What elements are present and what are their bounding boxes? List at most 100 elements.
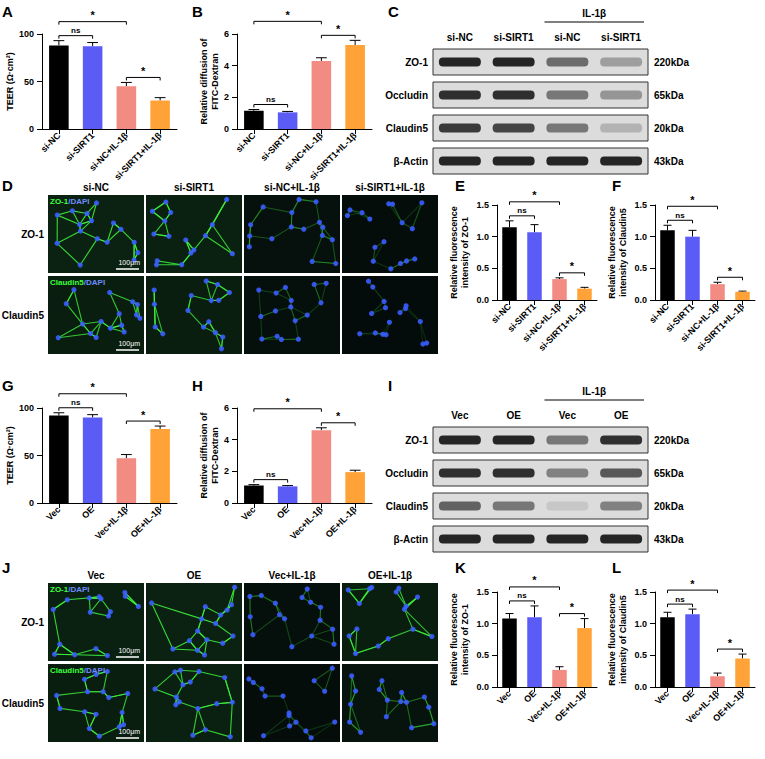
svg-text:/DAPI: /DAPI: [68, 197, 89, 206]
svg-text:/DAPI: /DAPI: [84, 666, 105, 675]
svg-text:Vec: Vec: [239, 504, 257, 522]
svg-text:*: *: [570, 260, 575, 272]
svg-text:0: 0: [29, 124, 34, 134]
svg-text:Vec+IL-1β: Vec+IL-1β: [288, 504, 325, 541]
svg-text:si-NC: si-NC: [234, 130, 258, 154]
svg-text:ns: ns: [675, 211, 685, 220]
svg-text:50: 50: [24, 451, 34, 461]
svg-text:OE+IL-1β: OE+IL-1β: [129, 504, 164, 539]
svg-text:Occludin: Occludin: [385, 468, 428, 479]
svg-text:ZO-1: ZO-1: [405, 57, 428, 68]
svg-text:0: 0: [224, 124, 229, 134]
svg-text:0.0: 0.0: [634, 682, 647, 692]
svg-text:ns: ns: [675, 595, 685, 604]
svg-text:Vec: Vec: [451, 410, 469, 421]
svg-text:Relative diffusion of: Relative diffusion of: [199, 37, 209, 124]
svg-text:Relative fluorescence: Relative fluorescence: [449, 593, 459, 686]
svg-text:*: *: [141, 409, 146, 421]
svg-text:Occludin: Occludin: [385, 90, 428, 101]
svg-text:intensity of Claudin5: intensity of Claudin5: [618, 208, 628, 297]
svg-text:OE+IL-1β: OE+IL-1β: [324, 504, 359, 539]
svg-text:OE+IL-1β: OE+IL-1β: [368, 570, 412, 581]
svg-text:100μm: 100μm: [118, 728, 140, 736]
svg-text:1.0: 1.0: [634, 232, 647, 242]
svg-text:si-SIRT1+IL-1β: si-SIRT1+IL-1β: [112, 130, 164, 182]
svg-text:0.5: 0.5: [634, 263, 647, 273]
svg-text:I: I: [388, 377, 392, 394]
svg-text:si-NC: si-NC: [83, 182, 109, 193]
svg-text:ns: ns: [71, 398, 81, 407]
svg-text:A: A: [2, 3, 13, 20]
svg-text:Vec: Vec: [653, 688, 671, 706]
svg-text:*: *: [728, 637, 733, 649]
svg-text:Relative fluorescence: Relative fluorescence: [607, 206, 617, 299]
svg-text:β-Actin: β-Actin: [394, 156, 428, 167]
svg-text:0.5: 0.5: [634, 650, 647, 660]
svg-text:220kDa: 220kDa: [654, 435, 689, 446]
svg-text:*: *: [532, 189, 537, 201]
svg-text:0: 0: [29, 498, 34, 508]
svg-text:Relative fluorescence: Relative fluorescence: [607, 593, 617, 686]
svg-text:IL-1β: IL-1β: [582, 386, 606, 397]
svg-text:ns: ns: [517, 591, 527, 600]
svg-text:L: L: [612, 559, 621, 576]
svg-text:si-SIRT1: si-SIRT1: [259, 130, 291, 162]
svg-text:*: *: [336, 23, 341, 35]
svg-text:Claudin5: Claudin5: [386, 501, 429, 512]
svg-text:Relative fluorescence: Relative fluorescence: [449, 206, 459, 299]
svg-text:50: 50: [24, 77, 34, 87]
svg-text:65kDa: 65kDa: [654, 468, 684, 479]
svg-text:si-SIRT1: si-SIRT1: [601, 32, 641, 43]
svg-text:Vec+IL-1β: Vec+IL-1β: [269, 570, 316, 581]
svg-text:Claudin5: Claudin5: [50, 666, 84, 675]
svg-text:Vec: Vec: [87, 570, 105, 581]
svg-text:100μm: 100μm: [118, 340, 140, 348]
svg-text:0.0: 0.0: [476, 295, 489, 305]
svg-text:4: 4: [224, 61, 229, 71]
svg-text:OE: OE: [275, 504, 291, 520]
svg-text:OE+IL-1β: OE+IL-1β: [553, 688, 588, 723]
svg-text:ns: ns: [71, 26, 81, 35]
svg-text:100: 100: [19, 29, 34, 39]
svg-text:*: *: [690, 194, 695, 206]
svg-text:B: B: [192, 3, 203, 20]
svg-text:ns: ns: [266, 470, 276, 479]
svg-text:6: 6: [224, 29, 229, 39]
svg-text:6: 6: [224, 403, 229, 413]
svg-text:1.5: 1.5: [476, 587, 489, 597]
svg-text:si-SIRT1+IL-1β: si-SIRT1+IL-1β: [695, 301, 747, 353]
svg-text:100: 100: [19, 403, 34, 413]
svg-text:Vec+IL-1β: Vec+IL-1β: [93, 504, 130, 541]
svg-text:Vec: Vec: [495, 688, 513, 706]
svg-text:220kDa: 220kDa: [654, 57, 689, 68]
svg-text:*: *: [532, 574, 537, 586]
svg-text:C: C: [388, 3, 399, 20]
svg-text:*: *: [141, 65, 146, 77]
svg-text:2: 2: [224, 466, 229, 476]
svg-text:0.0: 0.0: [476, 682, 489, 692]
svg-text:si-NC: si-NC: [39, 130, 63, 154]
svg-text:2: 2: [224, 92, 229, 102]
svg-text:ZO-1: ZO-1: [21, 617, 44, 628]
svg-text:si-NC: si-NC: [447, 32, 473, 43]
svg-text:IL-1β: IL-1β: [582, 8, 606, 19]
svg-text:F: F: [612, 177, 621, 194]
svg-text:*: *: [285, 9, 290, 21]
svg-text:*: *: [570, 601, 575, 613]
svg-text:Relative diffusion of: Relative diffusion of: [199, 411, 209, 498]
svg-text:OE: OE: [187, 570, 202, 581]
svg-text:43kDa: 43kDa: [654, 156, 684, 167]
svg-text:E: E: [455, 177, 465, 194]
svg-text:1.0: 1.0: [476, 619, 489, 629]
svg-text:si-SIRT1: si-SIRT1: [174, 182, 214, 193]
svg-text:Claudin5: Claudin5: [50, 278, 84, 287]
svg-text:ZO-1: ZO-1: [21, 229, 44, 240]
svg-text:ZO-1: ZO-1: [50, 585, 69, 594]
svg-text:si-NC+IL-1β: si-NC+IL-1β: [264, 182, 320, 193]
svg-text:OE+IL-1β: OE+IL-1β: [711, 688, 746, 723]
svg-text:ZO-1: ZO-1: [405, 435, 428, 446]
svg-text:D: D: [2, 177, 13, 194]
svg-text:*: *: [285, 396, 290, 408]
svg-text:20kDa: 20kDa: [654, 123, 684, 134]
svg-text:intensity of ZO-1: intensity of ZO-1: [460, 604, 470, 675]
